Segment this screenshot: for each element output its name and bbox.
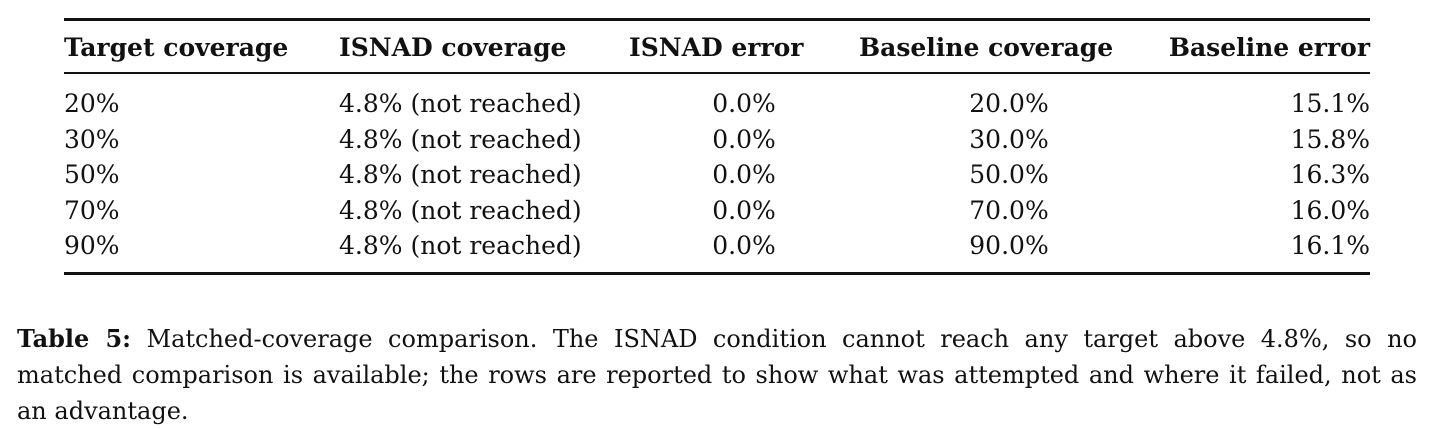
cell-baseline-error: 16.0% — [1290, 195, 1370, 225]
cell-isnad-coverage: 4.8% (not reached) — [339, 228, 629, 275]
header-row: Target coverage ISNAD coverage ISNAD err… — [64, 18, 1370, 74]
cell-baseline-coverage: 70.0% — [969, 195, 1049, 225]
cell-isnad-error: 0.0% — [712, 195, 776, 225]
cell-baseline-coverage: 50.0% — [969, 160, 1049, 189]
cell-baseline-error: 16.3% — [1290, 160, 1370, 189]
cell-baseline-coverage: 30.0% — [969, 124, 1049, 154]
cell-baseline-error: 16.1% — [1159, 228, 1370, 275]
header-baseline-error: Baseline error — [1159, 18, 1370, 74]
header-isnad-error: ISNAD error — [629, 18, 859, 74]
cell-isnad-error: 0.0% — [712, 160, 776, 189]
cell-baseline-coverage: 90.0% — [859, 228, 1159, 275]
results-table-container: Target coverage ISNAD coverage ISNAD err… — [64, 18, 1370, 275]
table-caption: Table 5: Matched-coverage comparison. Th… — [17, 321, 1417, 429]
cell-target-coverage: 70% — [64, 195, 120, 225]
cell-isnad-coverage: 4.8% (not reached) — [339, 160, 582, 189]
cell-baseline-error: 15.8% — [1290, 124, 1370, 154]
cell-isnad-error: 0.0% — [712, 89, 776, 118]
cell-baseline-coverage: 20.0% — [969, 89, 1049, 118]
table-body: 20% 4.8% (not reached) 0.0% 20.0% 15.1% … — [64, 73, 1370, 275]
cell-isnad-error: 0.0% — [629, 228, 859, 275]
header-isnad-coverage: ISNAD coverage — [339, 18, 629, 74]
table-row: 50% 4.8% (not reached) 0.0% 50.0% 16.3% — [64, 157, 1370, 193]
table-header: Target coverage ISNAD coverage ISNAD err… — [64, 18, 1370, 74]
cell-target-coverage: 30% — [64, 124, 120, 154]
cell-isnad-coverage: 4.8% (not reached) — [339, 89, 582, 118]
table-row: 20% 4.8% (not reached) 0.0% 20.0% 15.1% — [64, 73, 1370, 122]
header-baseline-coverage: Baseline coverage — [859, 18, 1159, 74]
cell-target-coverage: 90% — [64, 228, 339, 275]
matched-coverage-table: Target coverage ISNAD coverage ISNAD err… — [64, 18, 1370, 275]
caption-text: Matched-coverage comparison. The ISNAD c… — [17, 325, 1417, 425]
cell-target-coverage: 20% — [64, 89, 120, 118]
header-target-coverage: Target coverage — [64, 18, 339, 74]
cell-isnad-error: 0.0% — [712, 124, 776, 154]
table-row: 70% 4.8% (not reached) 0.0% 70.0% 16.0% — [64, 193, 1370, 229]
cell-baseline-error: 15.1% — [1290, 89, 1370, 118]
table-row: 90% 4.8% (not reached) 0.0% 90.0% 16.1% — [64, 228, 1370, 275]
cell-isnad-coverage: 4.8% (not reached) — [339, 124, 582, 154]
caption-label: Table 5: — [17, 324, 132, 353]
cell-target-coverage: 50% — [64, 160, 120, 189]
cell-isnad-coverage: 4.8% (not reached) — [339, 195, 582, 225]
table-row: 30% 4.8% (not reached) 0.0% 30.0% 15.8% — [64, 122, 1370, 158]
